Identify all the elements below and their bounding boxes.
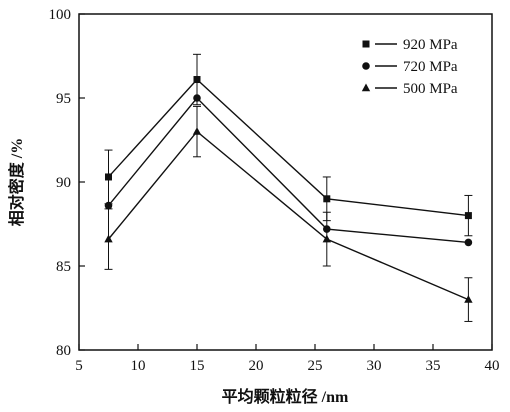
x-tick-label: 20 xyxy=(249,358,264,374)
series-line-920-mpa xyxy=(107,78,469,217)
series-line-500-mpa xyxy=(107,130,469,301)
x-tick-label: 25 xyxy=(308,358,323,374)
legend-marker-500-mpa xyxy=(361,83,371,92)
y-tick-label: 80 xyxy=(56,343,71,359)
x-tick-label: 15 xyxy=(190,358,205,374)
point-720-mpa xyxy=(193,94,201,102)
legend-label-500-mpa: 500 MPa xyxy=(403,81,458,97)
legend: 920 MPa 720 MPa 500 MPa xyxy=(361,37,458,97)
x-axis-title: 平均颗粒粒径 /nm xyxy=(222,387,349,406)
point-720-mpa xyxy=(323,225,331,233)
point-500-mpa xyxy=(322,234,331,243)
y-axis-title: 相对密度 /% xyxy=(7,138,26,226)
y-tick-label: 90 xyxy=(56,175,71,191)
y-tick-label: 100 xyxy=(49,7,72,23)
axis-ticks: 5 10 15 20 25 30 35 40 80 85 90 95 100 xyxy=(49,7,500,374)
legend-marker-920-mpa xyxy=(362,40,370,48)
series-line-720-mpa xyxy=(107,96,469,244)
legend-marker-720-mpa xyxy=(362,62,370,70)
point-920-mpa xyxy=(464,212,472,220)
y-tick-label: 95 xyxy=(56,91,71,107)
point-720-mpa xyxy=(104,201,113,210)
series-lines xyxy=(107,78,469,301)
point-500-mpa xyxy=(464,295,473,303)
point-920-mpa xyxy=(193,76,201,84)
x-tick-label: 35 xyxy=(426,358,441,374)
point-500-mpa xyxy=(104,234,113,243)
x-tick-label: 40 xyxy=(485,358,500,374)
point-920-mpa xyxy=(105,173,112,181)
point-720-mpa xyxy=(464,238,473,247)
legend-label-720-mpa: 720 MPa xyxy=(403,59,458,75)
legend-label-920-mpa: 920 MPa xyxy=(403,37,458,53)
y-tick-label: 85 xyxy=(56,259,71,275)
x-tick-label: 10 xyxy=(131,358,146,374)
series-markers xyxy=(104,76,473,303)
point-500-mpa xyxy=(192,127,202,135)
x-tick-label: 30 xyxy=(367,358,382,374)
x-tick-label: 5 xyxy=(75,358,83,374)
point-920-mpa xyxy=(323,195,331,203)
